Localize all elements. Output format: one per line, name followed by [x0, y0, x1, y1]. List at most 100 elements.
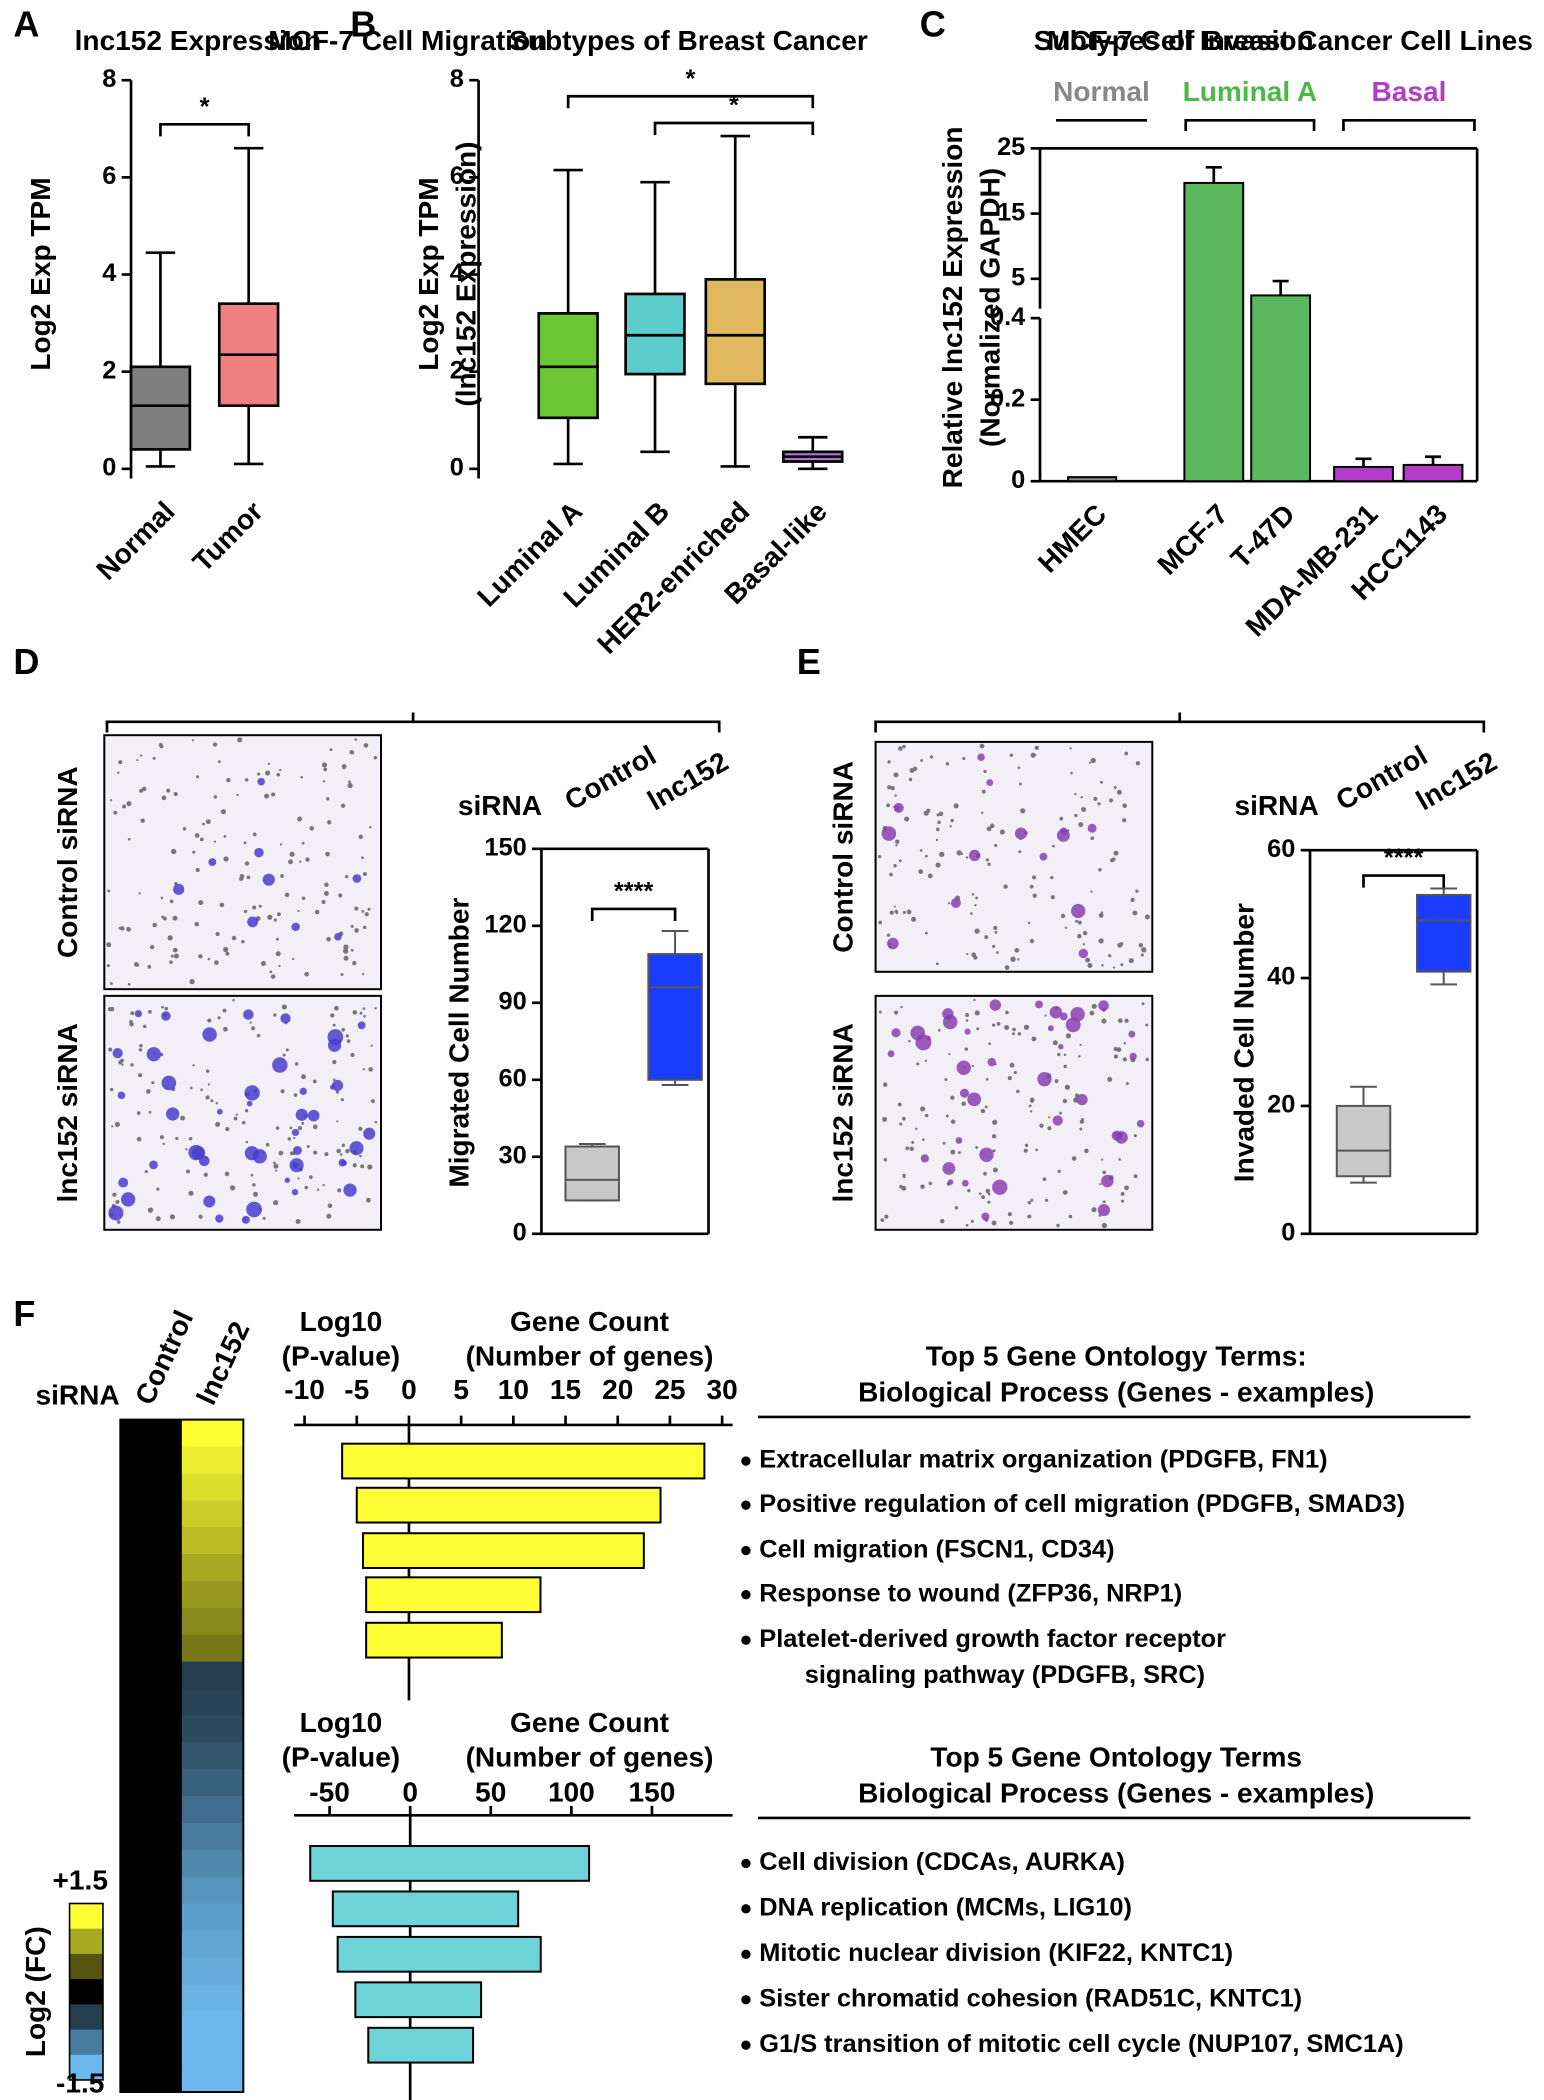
heatmap-cell: [120, 1688, 183, 1717]
cell-pore: [142, 786, 147, 792]
cell-pore: [925, 931, 928, 935]
cell-pore: [241, 1120, 246, 1125]
cell-pore: [198, 1214, 203, 1219]
group-label: siRNA: [458, 790, 542, 821]
significance-bracket: [159, 122, 251, 137]
x-tick-label: 0: [402, 1776, 418, 1807]
cell-pore: [116, 1220, 121, 1224]
title-bracket: [874, 712, 1486, 733]
cell-pore: [312, 1079, 317, 1084]
cell-pore: [1091, 1003, 1097, 1009]
cell-pore: [1098, 938, 1104, 944]
cell-pore: [970, 912, 973, 915]
x-tick-label: 100: [548, 1776, 595, 1807]
cell-pore: [894, 1010, 899, 1015]
cell-pore: [243, 909, 248, 914]
cell-pore: [118, 760, 123, 765]
cell-pore: [983, 1171, 987, 1176]
cell-pore: [114, 1121, 120, 1128]
cell-pore: [936, 827, 940, 832]
y-axis-label: Log2 Exp TPM: [25, 177, 56, 370]
cell-pore: [273, 918, 277, 922]
cell-pore: [898, 746, 903, 751]
colorbar-swatch: [69, 1928, 103, 1955]
cell-pore: [1090, 757, 1096, 764]
cell-pore: [172, 947, 178, 953]
cell-pore: [169, 899, 174, 904]
cell-pore: [113, 810, 118, 815]
y-tick-label: 8: [450, 65, 464, 93]
axis-label: Log10: [300, 1306, 383, 1337]
cell-pore: [1062, 1098, 1068, 1104]
stained-cell: [1047, 1025, 1054, 1032]
cell-pore: [1140, 953, 1144, 957]
axis-label: (Number of genes): [466, 1742, 714, 1773]
cell-pore: [947, 902, 951, 905]
cell-pore: [949, 825, 952, 828]
stained-cell: [910, 1025, 926, 1041]
heatmap-cell: [120, 1554, 183, 1582]
cell-pore: [987, 1200, 991, 1204]
cell-pore: [364, 912, 369, 917]
cell-pore: [1042, 1177, 1047, 1182]
bullet: [741, 1590, 751, 1600]
cell-pore: [948, 1052, 951, 1056]
cell-pore: [1013, 1070, 1018, 1075]
cell-pore: [1112, 966, 1116, 969]
cell-pore: [294, 1062, 299, 1066]
cell-pore: [215, 1101, 218, 1105]
cell-pore: [363, 1014, 366, 1018]
cell-pore: [362, 871, 367, 876]
panel-letter: A: [13, 3, 39, 44]
cell-pore: [965, 856, 969, 859]
cell-pore: [928, 1181, 933, 1186]
cell-pore: [1118, 1158, 1121, 1161]
stained-cell: [1101, 1174, 1114, 1188]
cell-pore: [309, 1175, 313, 1180]
cell-pore: [1029, 1110, 1033, 1113]
title-bracket: [105, 712, 721, 733]
cell-pore: [902, 1116, 906, 1121]
heatmap-cell: [120, 1661, 183, 1690]
cell-pore: [186, 1169, 190, 1174]
cell-pore: [975, 1146, 979, 1149]
cell-pore: [354, 738, 358, 741]
stained-cell: [291, 1128, 300, 1137]
cell-pore: [984, 935, 989, 940]
stained-cell: [920, 1154, 929, 1163]
cell-pore: [246, 875, 251, 880]
cell-pore: [342, 948, 349, 954]
axis-label: (P-value): [282, 1742, 401, 1773]
cell-pore: [1090, 890, 1093, 893]
x-tick-label: 50: [475, 1776, 506, 1807]
cell-pore: [1059, 816, 1064, 821]
y-tick-label: 0: [1281, 1219, 1295, 1247]
cell-pore: [207, 957, 211, 961]
cell-pore: [1113, 850, 1119, 856]
cell-pore: [889, 910, 894, 915]
cell-pore: [345, 1034, 349, 1038]
cell-pore: [295, 1219, 301, 1224]
cell-pore: [905, 1146, 910, 1151]
stained-cell: [331, 1079, 344, 1092]
cell-pore: [250, 1173, 254, 1177]
cell-pore: [1079, 1043, 1082, 1046]
cell-pore: [341, 1027, 345, 1032]
cell-pore: [1014, 948, 1020, 953]
cell-pore: [962, 756, 966, 761]
cell-pore: [358, 834, 363, 839]
cell-pore: [350, 924, 354, 928]
bar: [354, 1981, 483, 2019]
cell-pore: [244, 778, 249, 782]
heatmap-cell: [120, 1769, 183, 1797]
cell-pore: [1054, 1079, 1059, 1083]
cell-pore: [171, 848, 177, 855]
cell-pore: [1100, 1158, 1104, 1161]
stained-cell: [202, 1027, 217, 1042]
cell-pore: [981, 811, 984, 814]
cell-pore: [1005, 1010, 1009, 1015]
cell-pore: [1009, 753, 1014, 757]
heatmap-cell: [181, 1742, 244, 1771]
cell-pore: [149, 945, 155, 950]
cell-pore: [924, 854, 928, 858]
